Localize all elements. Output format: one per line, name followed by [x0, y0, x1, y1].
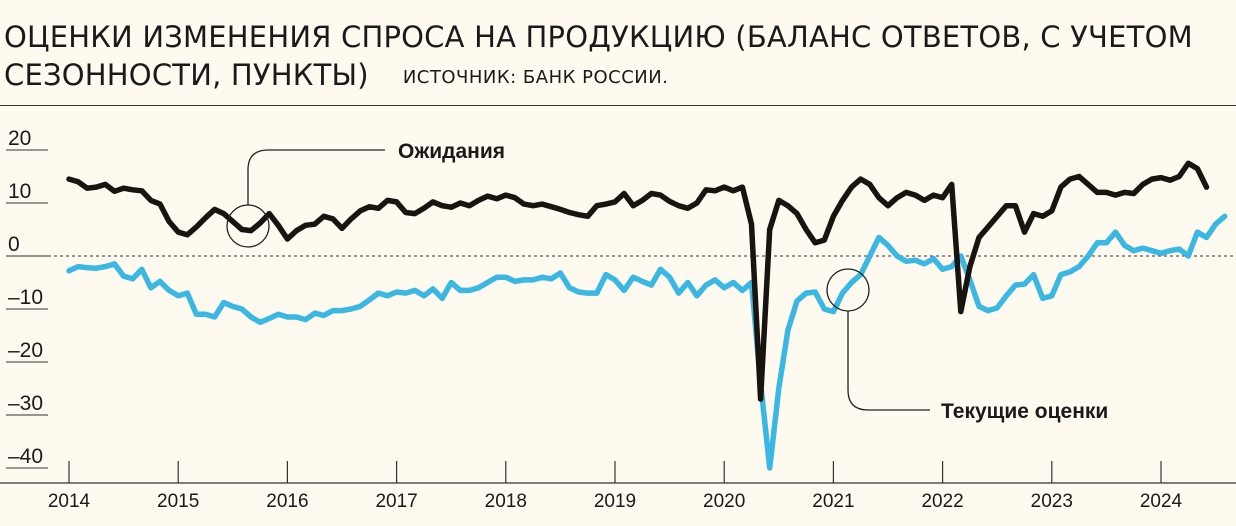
x-tick-label: 2014 [48, 491, 91, 512]
x-tick-label: 2019 [594, 491, 636, 512]
x-tick-label: 2022 [921, 491, 963, 512]
chart-source: ИСТОЧНИК: БАНК РОССИИ. [402, 67, 669, 88]
x-tick-label: 2020 [703, 491, 745, 512]
x-tick-label: 2016 [266, 491, 308, 512]
y-tick-label: –10 [8, 286, 43, 309]
chart-title-line-1: ОЦЕНКИ ИЗМЕНЕНИЯ СПРОСА НА ПРОДУКЦИЮ (БА… [4, 20, 1193, 54]
annotation-label-current: Текущие оценки [941, 400, 1108, 423]
x-tick-label: 2015 [157, 491, 199, 512]
x-tick-label: 2021 [812, 491, 854, 512]
annotation-leader-current [847, 311, 930, 411]
x-tick-label: 2018 [485, 491, 527, 512]
x-tick-label: 2024 [1140, 491, 1183, 512]
y-axis: 20 10 0 –10 –20 –30 –40 [6, 127, 48, 469]
x-axis: 2014 2015 2016 2017 2018 2019 2020 2021 2022 2023… [0, 461, 1236, 512]
annotation-circle-expectations [226, 204, 270, 248]
series-layer [66, 160, 1228, 471]
y-tick-label: 10 [8, 180, 31, 203]
y-tick-label: 0 [8, 233, 20, 256]
y-tick-label: 20 [8, 127, 31, 150]
annotation-label-expectations: Ожидания [398, 140, 505, 163]
annotations: Ожидания Текущие оценки [226, 140, 1108, 423]
series-line-current [66, 213, 1228, 471]
series-line-expectations [66, 160, 1210, 402]
chart-title-line-2-text: СЕЗОННОСТИ, ПУНКТЫ) [4, 58, 369, 92]
y-tick-label: –20 [8, 339, 43, 362]
y-tick-label: –30 [8, 392, 43, 415]
y-tick-label: –40 [8, 445, 43, 468]
annotation-leader-expectations [247, 149, 385, 205]
x-tick-label: 2023 [1031, 491, 1073, 512]
x-tick-label: 2017 [375, 491, 417, 512]
chart-title-line-2: СЕЗОННОСТИ, ПУНКТЫ) ИСТОЧНИК: БАНК РОССИИ… [4, 56, 1232, 97]
title-divider [0, 105, 1236, 106]
chart-title: ОЦЕНКИ ИЗМЕНЕНИЯ СПРОСА НА ПРОДУКЦИЮ (БА… [4, 18, 1232, 97]
